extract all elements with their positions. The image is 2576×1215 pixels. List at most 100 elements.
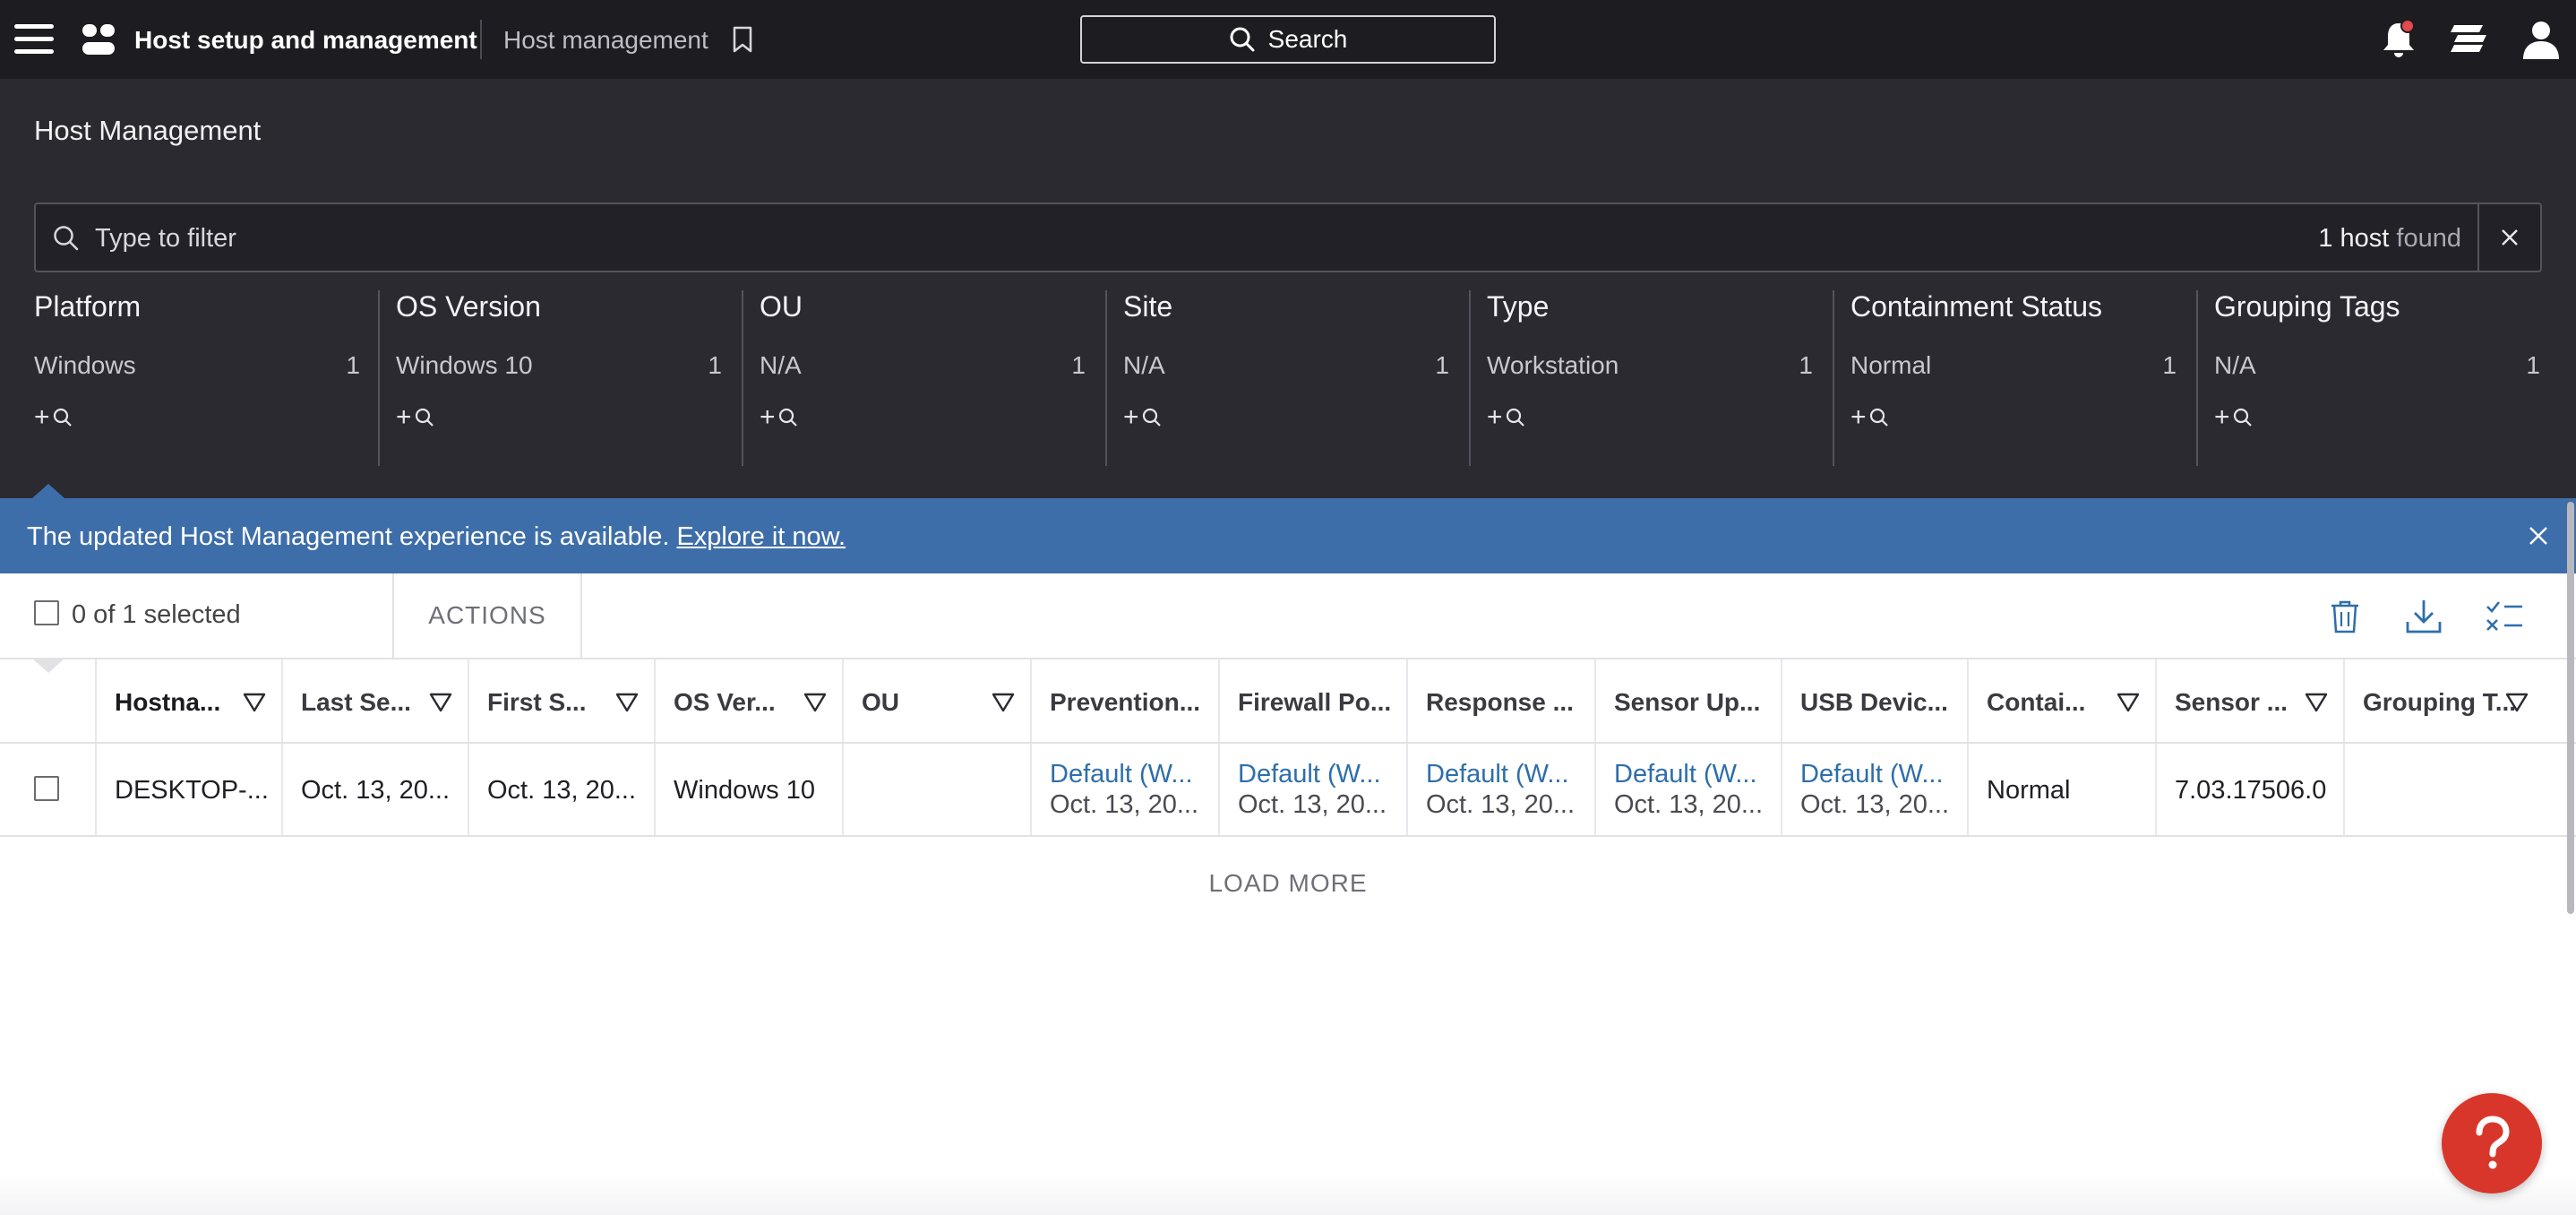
breadcrumb-host-management[interactable]: Host management — [503, 26, 708, 54]
facet-value[interactable]: Normal — [1850, 351, 1932, 379]
clear-filter-button[interactable] — [2477, 204, 2540, 271]
column-header-prevention-policy[interactable]: Prevention... — [1032, 659, 1220, 742]
add-facet-filter-button[interactable]: + — [1487, 401, 1532, 434]
stacked-layers-icon[interactable] — [2449, 20, 2488, 59]
user-profile-icon[interactable] — [2520, 18, 2562, 61]
column-label: First S... — [487, 688, 587, 716]
banner-close-button[interactable] — [2524, 521, 2553, 550]
column-header-sensor-version[interactable]: Sensor ... — [2157, 659, 2345, 742]
add-facet-filter-button[interactable]: + — [396, 401, 441, 434]
magnifier-icon — [1142, 408, 1161, 427]
page-title: Host Management — [34, 115, 262, 146]
column-label: OS Ver... — [674, 688, 776, 716]
facet-value[interactable]: Workstation — [1487, 351, 1619, 379]
facet-grouping-tags: Grouping Tags N/A 1 + — [2196, 290, 2558, 466]
column-header-os-version[interactable]: OS Ver... — [656, 659, 844, 742]
page-scrollbar[interactable] — [2567, 502, 2574, 914]
banner-message: The updated Host Management experience i… — [27, 522, 846, 552]
checklist-icon — [2486, 601, 2522, 631]
hosts-found-count: 1 host found — [2318, 224, 2461, 254]
cell-hostname[interactable]: DESKTOP-... — [97, 744, 283, 835]
cell-firewall-policy: Default (W... Oct. 13, 20... — [1220, 744, 1408, 835]
found-count-value: 1 host — [2318, 224, 2390, 253]
column-header-firewall-policy[interactable]: Firewall Po... — [1220, 659, 1408, 742]
magnifier-icon — [2233, 408, 2252, 427]
add-facet-filter-button[interactable]: + — [760, 401, 804, 434]
host-management-app-icon — [81, 22, 116, 57]
facet-value[interactable]: N/A — [1123, 351, 1165, 379]
facet-value[interactable]: N/A — [2214, 351, 2256, 379]
facet-value[interactable]: Windows — [34, 351, 136, 379]
add-facet-filter-button[interactable]: + — [1123, 401, 1168, 434]
usb-device-policy-link[interactable]: Default (W... — [1800, 760, 1944, 788]
search-label: Search — [1267, 25, 1348, 53]
sensor-update-policy-link[interactable]: Default (W... — [1614, 760, 1757, 788]
os-version-value: Windows 10 — [674, 776, 815, 805]
load-more-button[interactable]: LOAD MORE — [1208, 869, 1368, 897]
filter-input[interactable]: Type to filter 1 host found — [34, 202, 2542, 272]
facet-count: 1 — [346, 351, 360, 379]
facet-value[interactable]: N/A — [760, 351, 802, 379]
column-header-last-seen[interactable]: Last Se... — [283, 659, 469, 742]
facet-title: Site — [1123, 290, 1173, 323]
magnifier-icon — [53, 408, 72, 427]
filter-funnel-icon[interactable] — [2504, 690, 2529, 715]
actions-menu-button[interactable]: ACTIONS — [392, 573, 582, 658]
column-label: Contai... — [1987, 688, 2086, 716]
column-header-containment[interactable]: Contai... — [1969, 659, 2157, 742]
prevention-policy-link[interactable]: Default (W... — [1050, 760, 1193, 788]
bookmark-icon[interactable] — [731, 25, 754, 54]
select-all-checkbox[interactable] — [34, 600, 59, 625]
hamburger-menu-icon[interactable] — [14, 22, 54, 57]
facet-count: 1 — [1435, 351, 1449, 379]
column-label: Last Se... — [301, 688, 411, 716]
selected-count: 0 of 1 selected — [72, 600, 241, 629]
column-header-response-policy[interactable]: Response ... — [1408, 659, 1596, 742]
cell-usb-device-policy: Default (W... Oct. 13, 20... — [1782, 744, 1969, 835]
facet-value[interactable]: Windows 10 — [396, 351, 533, 379]
filter-funnel-icon[interactable] — [614, 690, 640, 715]
export-download-button[interactable] — [2402, 595, 2445, 638]
facet-type: Type Workstation 1 + — [1469, 290, 1831, 466]
magnifier-icon — [415, 408, 434, 427]
hostname-value: DESKTOP-... — [115, 776, 269, 805]
add-facet-filter-button[interactable]: + — [2214, 401, 2259, 434]
column-header-sensor-update-policy[interactable]: Sensor Up... — [1596, 659, 1782, 742]
cell-ou — [844, 744, 1032, 835]
filter-funnel-icon[interactable] — [242, 690, 267, 715]
column-header-usb-device-policy[interactable]: USB Devic... — [1782, 659, 1969, 742]
header-checkbox-column — [0, 659, 97, 742]
column-header-first-seen[interactable]: First S... — [469, 659, 656, 742]
notifications-bell-icon[interactable] — [2379, 18, 2418, 61]
facet-containment-status: Containment Status Normal 1 + — [1833, 290, 2194, 466]
explore-it-now-link[interactable]: Explore it now. — [676, 522, 846, 551]
column-header-grouping-tags[interactable]: Grouping T... — [2345, 659, 2576, 742]
column-header-hostname[interactable]: Hostna... — [97, 659, 283, 742]
filter-funnel-icon[interactable] — [991, 690, 1016, 715]
filter-funnel-icon[interactable] — [428, 690, 453, 715]
response-policy-link[interactable]: Default (W... — [1426, 760, 1569, 788]
add-facet-filter-button[interactable]: + — [34, 401, 79, 434]
cell-grouping-tags — [2345, 744, 2576, 835]
cell-response-policy: Default (W... Oct. 13, 20... — [1408, 744, 1596, 835]
search-icon — [1230, 27, 1255, 52]
table-row[interactable]: DESKTOP-... Oct. 13, 20... Oct. 13, 20..… — [0, 744, 2576, 837]
containment-value: Normal — [1987, 776, 2071, 805]
firewall-policy-link[interactable]: Default (W... — [1238, 760, 1381, 788]
edit-columns-button[interactable] — [2483, 595, 2526, 638]
cell-os-version: Windows 10 — [656, 744, 844, 835]
row-checkbox[interactable] — [34, 776, 59, 801]
sensor-update-policy-date: Oct. 13, 20... — [1614, 790, 1764, 819]
delete-hosts-button[interactable] — [2323, 595, 2366, 638]
column-header-ou[interactable]: OU — [844, 659, 1032, 742]
facet-count: 1 — [1799, 351, 1813, 379]
filter-funnel-icon[interactable] — [803, 690, 828, 715]
global-search-button[interactable]: Search — [1080, 15, 1496, 64]
filter-placeholder: Type to filter — [95, 224, 236, 253]
column-label: Sensor ... — [2175, 688, 2288, 716]
facet-site: Site N/A 1 + — [1105, 290, 1467, 466]
add-facet-filter-button[interactable]: + — [1850, 401, 1895, 434]
help-button[interactable] — [2442, 1093, 2542, 1193]
filter-funnel-icon[interactable] — [2116, 690, 2141, 715]
filter-funnel-icon[interactable] — [2304, 690, 2329, 715]
